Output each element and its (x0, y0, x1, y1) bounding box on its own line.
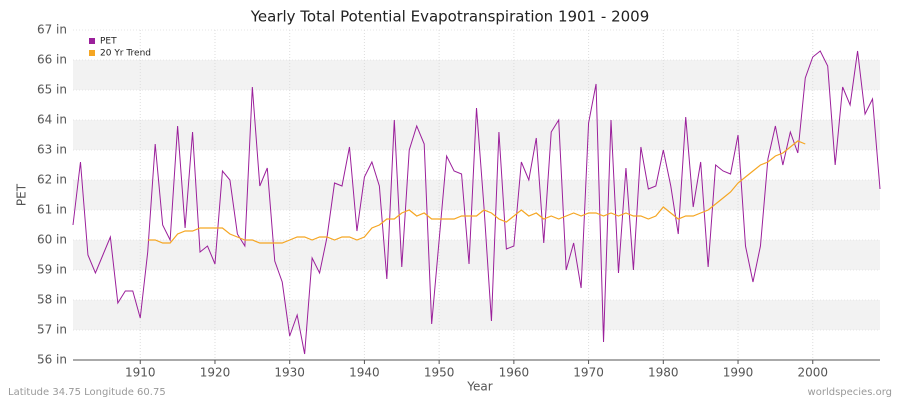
y-tick-label: 59 in (37, 263, 67, 277)
y-axis-label: PET (15, 183, 29, 206)
x-tick-label: 1940 (349, 366, 380, 380)
grid-band (73, 120, 880, 150)
x-tick-label: 1920 (200, 366, 231, 380)
x-axis-label: Year (466, 380, 492, 394)
x-tick-label: 1960 (499, 366, 530, 380)
y-tick-label: 67 in (37, 23, 67, 37)
footer-location: Latitude 34.75 Longitude 60.75 (8, 387, 166, 398)
x-tick-label: 1930 (274, 366, 305, 380)
y-tick-label: 62 in (37, 173, 67, 187)
y-tick-label: 56 in (37, 353, 67, 367)
y-tick-label: 57 in (37, 323, 67, 337)
y-tick-label: 58 in (37, 293, 67, 307)
x-tick-label: 1950 (424, 366, 455, 380)
grid-band (73, 60, 880, 90)
y-tick-label: 65 in (37, 83, 67, 97)
x-tick-label: 1970 (573, 366, 604, 380)
legend-label: PET (100, 37, 117, 47)
legend-label: 20 Yr Trend (100, 49, 151, 59)
grid-band (73, 180, 880, 210)
legend-swatch (89, 38, 95, 44)
y-tick-label: 63 in (37, 143, 67, 157)
x-tick-label: 1990 (723, 366, 754, 380)
y-tick-label: 61 in (37, 203, 67, 217)
grid-band (73, 300, 880, 330)
x-tick-label: 2000 (797, 366, 828, 380)
y-tick-label: 66 in (37, 53, 67, 67)
footer-source: worldspecies.org (808, 387, 892, 398)
y-tick-label: 60 in (37, 233, 67, 247)
series-line (72, 50, 881, 355)
legend-swatch (89, 50, 95, 56)
series-line (147, 140, 806, 244)
y-tick-label: 64 in (37, 113, 67, 127)
x-tick-label: 1980 (648, 366, 679, 380)
x-tick-label: 1910 (125, 366, 156, 380)
chart-title: Yearly Total Potential Evapotranspiratio… (250, 8, 650, 26)
